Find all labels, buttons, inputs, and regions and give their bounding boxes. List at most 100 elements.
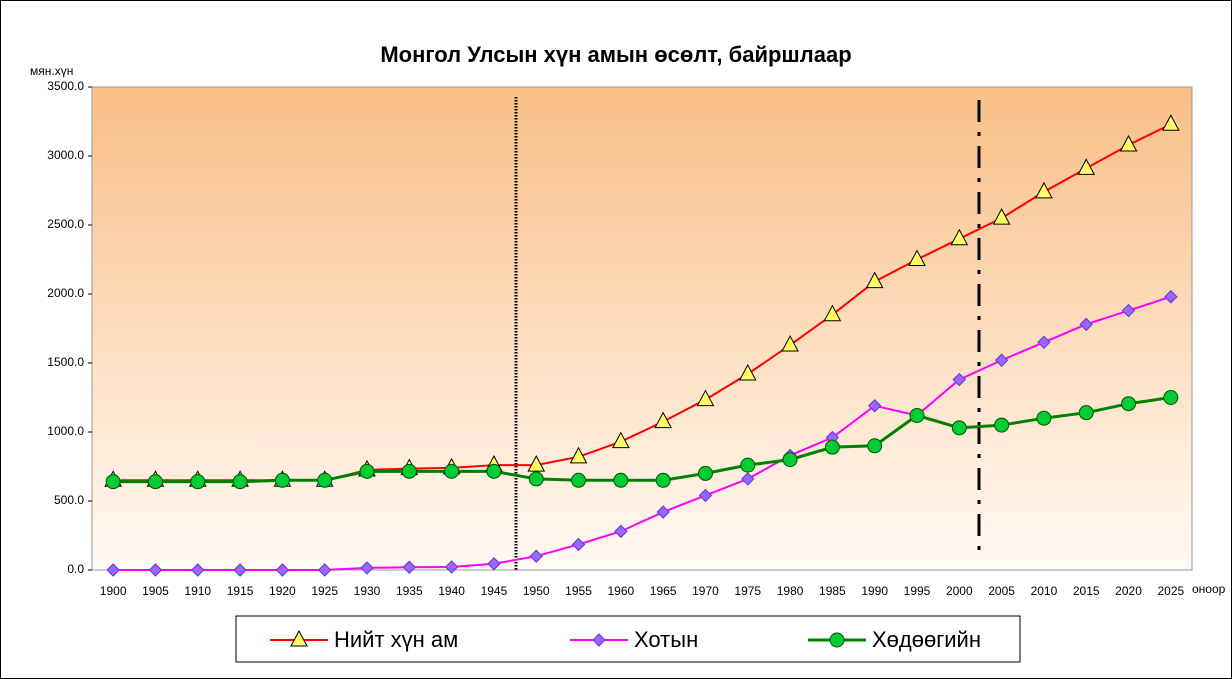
x-tick-label: 1965: [650, 584, 677, 598]
x-tick-label: 1915: [227, 584, 254, 598]
marker: [740, 457, 756, 473]
y-tick-label: 1000.0: [47, 424, 84, 438]
marker: [148, 563, 163, 577]
x-tick-label: 1910: [184, 584, 211, 598]
x-tick-label: 1945: [481, 584, 508, 598]
marker: [613, 472, 629, 488]
marker: [698, 488, 713, 503]
marker: [867, 438, 883, 454]
x-tick-label: 1920: [269, 584, 296, 598]
marker: [612, 431, 630, 449]
marker: [571, 537, 586, 552]
legend-label: Нийт хүн ам: [334, 627, 458, 652]
marker: [274, 472, 290, 488]
x-tick-label: 1995: [904, 584, 931, 598]
marker: [106, 563, 120, 577]
marker: [487, 557, 501, 571]
marker: [952, 372, 967, 387]
x-tick-label: 2020: [1115, 584, 1142, 598]
x-tick-label: 1900: [100, 584, 127, 598]
marker: [1163, 390, 1179, 405]
x-axis-label: оноор: [1192, 582, 1226, 596]
x-tick-label: 1950: [523, 584, 550, 598]
x-tick-label: 1940: [438, 584, 465, 598]
marker: [614, 524, 628, 539]
marker: [867, 399, 882, 413]
y-tick-label: 2500.0: [47, 217, 84, 231]
marker: [486, 463, 502, 479]
marker: [951, 420, 967, 436]
marker: [1035, 181, 1053, 199]
marker: [696, 389, 715, 407]
marker: [1037, 335, 1051, 350]
marker: [654, 411, 672, 429]
marker: [656, 505, 670, 519]
marker: [191, 563, 205, 577]
x-tick-label: 1930: [354, 584, 381, 598]
x-tick-label: 2015: [1073, 584, 1100, 598]
marker: [655, 472, 671, 488]
marker: [950, 228, 969, 246]
marker: [317, 563, 332, 577]
chart-title: Монгол Улсын хүн амын өсөлт, байршлаар: [380, 42, 851, 67]
marker: [697, 465, 713, 481]
y-axis-label: мян.хүн: [30, 64, 73, 78]
x-tick-label: 2005: [988, 584, 1015, 598]
y-tick-label: 500.0: [54, 493, 84, 507]
marker: [105, 474, 121, 490]
y-tick-label: 1500.0: [47, 355, 84, 369]
marker: [1121, 303, 1136, 318]
series-line: [113, 295, 1172, 571]
x-tick-label: 2025: [1157, 584, 1184, 598]
legend-marker: [592, 633, 606, 647]
marker: [233, 563, 247, 577]
marker: [1036, 410, 1052, 426]
marker: [232, 474, 248, 490]
y-tick-label: 2000.0: [47, 286, 84, 300]
marker: [527, 455, 546, 472]
legend-marker: [290, 629, 308, 647]
marker: [360, 561, 374, 575]
marker: [824, 439, 840, 455]
marker: [190, 474, 206, 490]
y-tick-label: 3500.0: [47, 79, 84, 93]
x-tick-label: 1905: [142, 584, 169, 598]
x-tick-label: 2010: [1031, 584, 1058, 598]
marker: [1119, 134, 1138, 152]
x-tick-label: 1980: [777, 584, 804, 598]
marker: [738, 363, 757, 381]
x-tick-label: 2000: [946, 584, 973, 598]
legend-label: Хөдөөгийн: [872, 627, 981, 652]
marker: [275, 563, 290, 577]
y-tick-label: 0.0: [67, 562, 84, 576]
x-tick-label: 1990: [861, 584, 888, 598]
legend-label: Хотын: [634, 627, 698, 652]
x-tick-label: 1955: [565, 584, 592, 598]
marker: [569, 446, 588, 464]
marker: [444, 463, 460, 479]
marker: [908, 249, 926, 266]
marker: [994, 417, 1010, 433]
marker: [402, 560, 417, 574]
marker: [782, 452, 798, 468]
x-tick-label: 1975: [734, 584, 761, 598]
marker: [529, 549, 543, 563]
marker: [528, 471, 544, 487]
x-tick-label: 1970: [692, 584, 719, 598]
legend-marker: [829, 632, 845, 648]
marker: [359, 463, 375, 479]
marker: [1078, 405, 1094, 421]
plot-area: [91, 86, 1193, 571]
marker: [992, 208, 1011, 225]
marker: [781, 334, 799, 352]
marker: [909, 407, 925, 423]
marker: [823, 304, 842, 322]
x-tick-label: 1935: [396, 584, 423, 598]
x-tick-label: 1985: [819, 584, 846, 598]
marker: [317, 472, 333, 488]
marker: [994, 353, 1009, 367]
y-tick-label: 3000.0: [47, 148, 84, 162]
x-tick-label: 1925: [311, 584, 338, 598]
marker: [741, 472, 755, 486]
